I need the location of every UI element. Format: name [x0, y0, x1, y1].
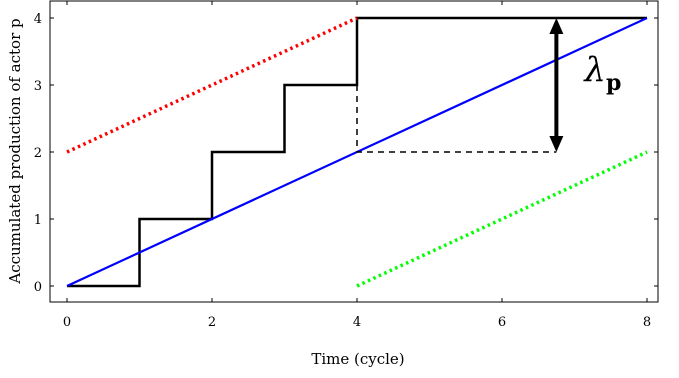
- lambda-label: λp: [582, 50, 621, 96]
- x-axis-label: Time (cycle): [311, 350, 404, 368]
- x-tick-label: 0: [63, 315, 71, 330]
- x-tick-label: 4: [353, 315, 361, 330]
- series-3-line: [66, 16, 358, 154]
- y-tick-label: 2: [34, 146, 42, 161]
- y-tick-label: 4: [34, 12, 42, 27]
- y-tick-label: 1: [34, 213, 42, 228]
- series-4-line: [356, 150, 648, 288]
- y-tick-label: 0: [34, 280, 42, 295]
- x-tick-label: 2: [208, 315, 216, 330]
- plot-frame: [49, 0, 659, 303]
- y-axis-label: Accumulated production of actor p: [6, 18, 24, 284]
- annotation-layer: λp: [549, 18, 621, 152]
- lambda-subscript: p: [606, 70, 621, 96]
- lambda-arrow-head-bottom: [549, 136, 564, 152]
- lambda-symbol: λ: [582, 50, 606, 90]
- x-tick-label: 8: [643, 315, 651, 330]
- tick-layer: 0 2 4 6 8 0 1 2 3 4: [34, 1, 658, 330]
- series-5-line: [356, 85, 557, 153]
- lambda-arrow-head-top: [549, 18, 564, 34]
- series-layer: [66, 16, 648, 288]
- x-tick-label: 6: [498, 315, 506, 330]
- y-tick-label: 3: [34, 79, 42, 94]
